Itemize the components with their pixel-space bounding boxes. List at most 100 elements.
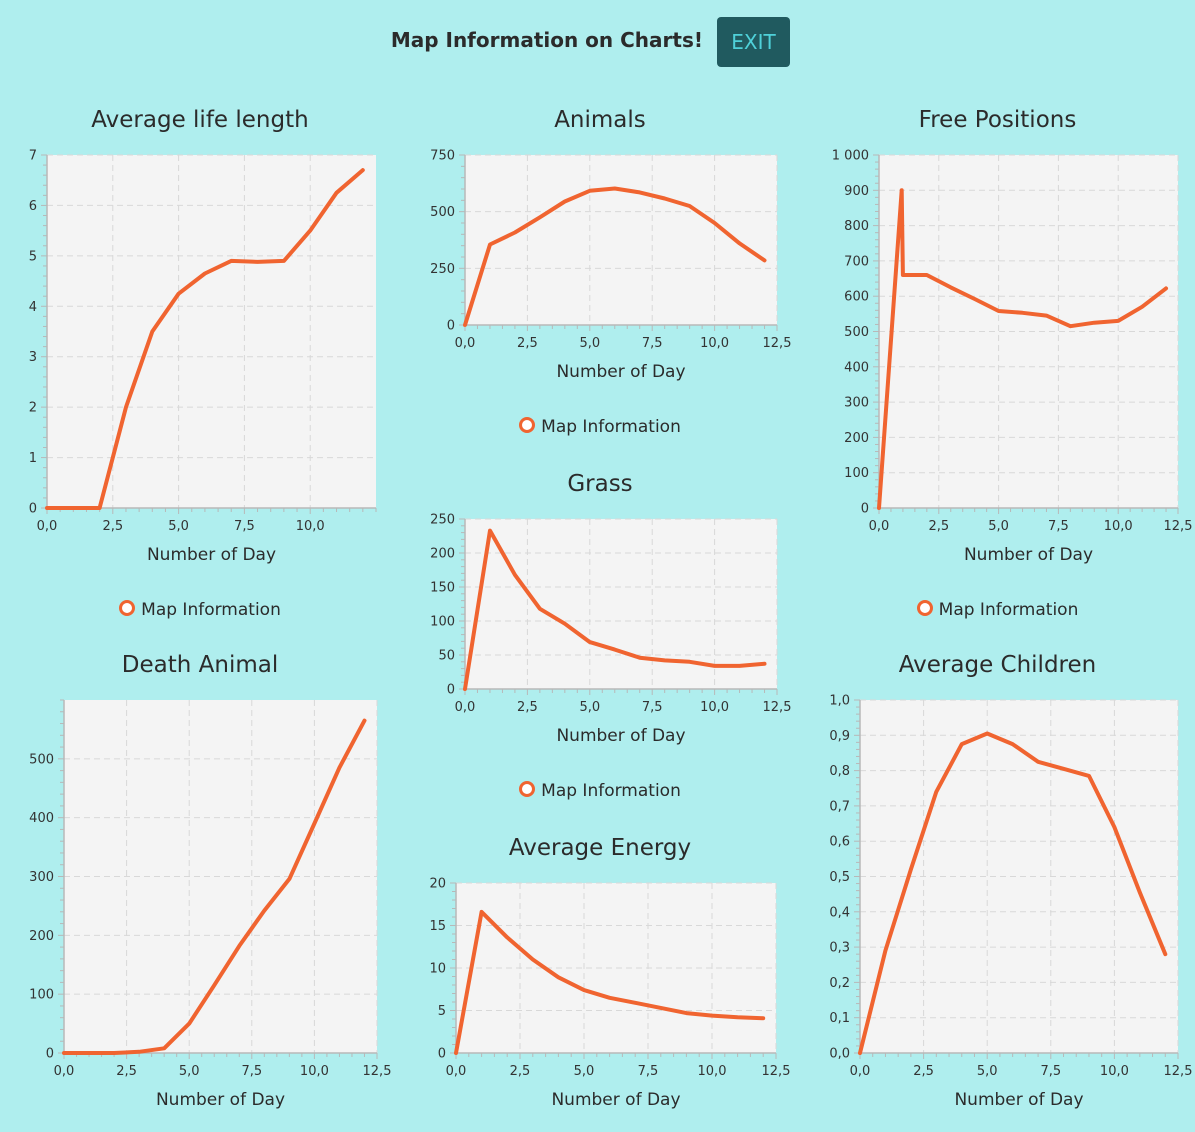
series-line — [45, 168, 365, 510]
y-tick-label: 0,5 — [829, 870, 850, 885]
y-tick-label: 150 — [430, 581, 455, 596]
exit-button[interactable]: EXIT — [717, 17, 790, 67]
y-tick-label: 1 000 — [832, 149, 869, 164]
legend-label: Map Information — [141, 600, 281, 620]
chart-free-positions: Free Positions 0,0 2,5 5,0 7,5 10,0 12,5 0 100 20… — [800, 100, 1195, 640]
x-tick-label: 10,0 — [1104, 519, 1133, 534]
chart-grass: Grass 0,0 2,5 5,0 7,5 10,0 12,5 0 50 100 150 200 250… — [400, 465, 800, 810]
y-tick-label: 250 — [430, 262, 455, 277]
chart-legend: Map Information — [400, 417, 800, 437]
y-tick-label: 0 — [46, 1047, 54, 1062]
chart-svg: 0,0 2,5 5,0 7,5 10,0 12,5 0 5 10 15 20 Number of Da… — [429, 877, 791, 1111]
chart-legend: Map Information — [400, 781, 800, 801]
y-tick-label: 0,0 — [829, 1047, 850, 1062]
y-tick-label: 0,3 — [829, 941, 850, 956]
y-tick-label: 300 — [29, 870, 54, 885]
series-line — [858, 731, 1168, 1055]
y-tick-label: 50 — [438, 649, 455, 664]
y-tick-label: 0 — [447, 319, 455, 334]
chart-svg: 0,0 2,5 5,0 7,5 10,0 12,5 0 100 200 300 400 500 Numb… — [29, 699, 392, 1110]
y-tick-label: 800 — [844, 219, 869, 234]
y-tick-label: 0,1 — [829, 1011, 850, 1026]
x-tick-label: 5,0 — [579, 336, 600, 351]
x-tick-label: 2,5 — [510, 1064, 531, 1079]
y-tick-label: 0 — [447, 683, 455, 698]
x-axis-label: Number of Day — [556, 362, 685, 382]
y-tick-label: 200 — [29, 929, 54, 944]
chart-title: Grass — [567, 471, 633, 497]
x-tick-label: 5,0 — [179, 1064, 200, 1079]
chart-average-energy: Average Energy 0,0 2,5 5,0 7,5 10,0 12,5 0 5 10 15… — [400, 828, 800, 1132]
legend-marker-icon — [519, 781, 536, 797]
series-line — [463, 528, 767, 691]
x-tick-label: 7,5 — [1048, 519, 1069, 534]
series-line — [463, 186, 767, 327]
y-tick-label: 100 — [844, 466, 869, 481]
y-tick-label: 500 — [844, 325, 869, 340]
y-tick-label: 0 — [29, 502, 37, 517]
y-tick-label: 0 — [438, 1047, 446, 1062]
chart-title: Free Positions — [918, 107, 1077, 133]
x-tick-label: 2,5 — [517, 336, 538, 351]
y-tick-label: 400 — [844, 360, 869, 375]
x-tick-label: 10,0 — [300, 1064, 329, 1079]
chart-svg: 0,0 2,5 5,0 7,5 10,0 12,5 0,0 0,1 0,2 0,3 0,4 0,5 0,… — [829, 694, 1193, 1111]
chart-average-children: Average Children 0,0 2,5 5,0 7,5 10,0 12,5 0,0 0… — [800, 646, 1195, 1132]
y-tick-label: 0,8 — [829, 764, 850, 779]
x-tick-label: 12,5 — [1164, 1064, 1193, 1079]
chart-svg: 0,0 2,5 5,0 7,5 10,0 0 1 2 3 4 5 6 7 Number of Day — [29, 149, 377, 565]
y-tick-label: 0,6 — [829, 835, 850, 850]
legend-label: Map Information — [541, 781, 681, 801]
chart-title: Average Children — [898, 652, 1097, 678]
y-tick-label: 5 — [438, 1004, 446, 1019]
x-tick-label: 10,0 — [1100, 1064, 1129, 1079]
x-axis-label: Number of Day — [964, 545, 1093, 565]
x-tick-label: 10,0 — [698, 1064, 727, 1079]
y-tick-label: 100 — [29, 988, 54, 1003]
plot-area — [465, 155, 777, 325]
x-axis-label: Number of Day — [156, 1090, 285, 1110]
x-tick-label: 12,5 — [363, 1064, 392, 1079]
x-tick-label: 10,0 — [700, 336, 729, 351]
chart-title: Average life length — [91, 107, 309, 133]
x-tick-label: 12,5 — [1164, 519, 1193, 534]
y-tick-label: 0,4 — [829, 905, 850, 920]
plot-area — [64, 700, 377, 1053]
y-tick-label: 100 — [430, 615, 455, 630]
x-tick-label: 2,5 — [102, 519, 123, 534]
x-tick-label: 7,5 — [241, 1064, 262, 1079]
chart-death-animal: Death Animal 0,0 2,5 5,0 7,5 10,0 12,5 0 100 200 3… — [0, 646, 400, 1132]
x-tick-label: 2,5 — [116, 1064, 137, 1079]
x-tick-label: 7,5 — [638, 1064, 659, 1079]
x-axis-label: Number of Day — [954, 1090, 1083, 1110]
legend-label: Map Information — [938, 600, 1079, 620]
y-tick-label: 15 — [429, 919, 446, 934]
y-tick-label: 10 — [429, 962, 446, 977]
y-tick-label: 0,7 — [829, 799, 850, 814]
y-tick-label: 200 — [430, 547, 455, 562]
chart-svg: 0,0 2,5 5,0 7,5 10,0 12,5 0 250 500 750 Number of … — [430, 149, 791, 383]
y-tick-label: 500 — [430, 205, 455, 220]
x-tick-label: 12,5 — [762, 1064, 791, 1079]
x-tick-label: 7,5 — [642, 700, 663, 715]
x-tick-label: 10,0 — [296, 519, 325, 534]
chart-legend: Map Information — [0, 600, 400, 620]
y-tick-label: 0 — [861, 502, 869, 517]
y-tick-label: 0,2 — [829, 976, 850, 991]
x-tick-label: 5,0 — [977, 1064, 998, 1079]
chart-animals: Animals 0,0 2,5 5,0 7,5 10,0 12,5 0 250 500 750 Num… — [400, 100, 800, 450]
x-tick-label: 5,0 — [988, 519, 1009, 534]
x-axis-label: Number of Day — [147, 545, 276, 565]
x-tick-label: 0,0 — [37, 519, 58, 534]
plot-area — [465, 519, 777, 689]
page-title: Map Information on Charts! — [390, 28, 703, 52]
y-tick-label: 7 — [29, 149, 37, 164]
chart-svg: 0,0 2,5 5,0 7,5 10,0 12,5 0 100 200 300 400 500 600 7… — [832, 149, 1193, 566]
plot-area — [879, 155, 1178, 508]
y-tick-label: 20 — [429, 877, 446, 892]
x-tick-label: 5,0 — [574, 1064, 595, 1079]
legend-marker-icon — [519, 417, 536, 433]
y-tick-label: 250 — [430, 513, 455, 528]
legend-marker-icon — [916, 600, 933, 616]
x-tick-label: 0,0 — [850, 1064, 871, 1079]
